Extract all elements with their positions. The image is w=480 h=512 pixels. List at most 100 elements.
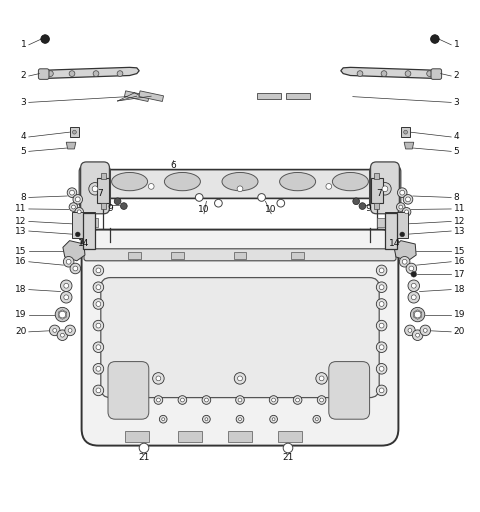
Text: 9: 9 [108,204,113,214]
Text: 8: 8 [21,193,26,202]
Circle shape [69,71,75,76]
Polygon shape [404,142,414,149]
Circle shape [66,260,71,264]
Bar [128,252,141,259]
Circle shape [408,291,420,303]
FancyBboxPatch shape [370,166,401,209]
Text: 8: 8 [454,193,459,202]
FancyBboxPatch shape [431,69,442,79]
Circle shape [416,333,420,337]
Bar [101,174,106,179]
Bar [124,91,149,101]
Circle shape [205,418,208,421]
FancyBboxPatch shape [81,162,109,214]
Bar [257,93,281,99]
Circle shape [64,283,69,288]
Circle shape [72,205,75,209]
Circle shape [406,263,417,274]
Circle shape [72,130,76,134]
Circle shape [93,385,104,396]
Circle shape [400,190,405,195]
Text: 6: 6 [170,161,176,170]
Circle shape [60,291,72,303]
Ellipse shape [112,173,148,191]
Circle shape [272,398,276,402]
FancyBboxPatch shape [329,361,370,419]
Polygon shape [394,241,416,261]
Circle shape [237,186,243,191]
Polygon shape [66,142,76,149]
Circle shape [195,194,203,201]
Circle shape [75,207,84,216]
Circle shape [234,373,246,384]
Circle shape [405,71,411,76]
Circle shape [357,71,363,76]
Circle shape [89,183,101,195]
Text: 11: 11 [454,204,465,214]
Circle shape [70,263,81,274]
Circle shape [68,329,72,332]
Circle shape [316,373,327,384]
Text: 9: 9 [366,204,372,214]
Text: 20: 20 [454,327,465,336]
Circle shape [376,342,387,352]
Circle shape [269,396,278,404]
Circle shape [376,321,387,331]
Bar [278,431,302,442]
Circle shape [75,197,80,202]
Circle shape [59,311,66,318]
Text: 16: 16 [454,257,465,266]
Circle shape [148,183,154,189]
Circle shape [41,35,49,44]
Circle shape [313,415,321,423]
Circle shape [96,367,101,371]
Circle shape [117,71,123,76]
Circle shape [96,285,101,290]
Circle shape [64,295,69,300]
Circle shape [238,376,242,381]
Text: 21: 21 [138,453,150,462]
Bar [291,252,304,259]
Text: 4: 4 [454,133,459,141]
Circle shape [60,280,72,291]
Text: 14: 14 [389,239,400,247]
Circle shape [202,396,211,404]
Bar [234,252,246,259]
Circle shape [63,257,74,267]
Circle shape [317,396,326,404]
Bar [97,178,109,203]
Bar [72,212,84,238]
Circle shape [319,376,324,381]
Circle shape [396,203,405,211]
Ellipse shape [164,173,201,191]
Circle shape [159,415,167,423]
Bar [70,127,79,137]
Text: 1: 1 [21,40,26,49]
Circle shape [258,194,265,201]
Circle shape [277,199,285,207]
Circle shape [411,271,417,277]
Polygon shape [341,68,441,78]
Circle shape [412,330,423,340]
Circle shape [402,207,411,216]
Circle shape [376,282,387,292]
Circle shape [96,302,101,306]
Circle shape [376,298,387,309]
Circle shape [154,396,163,404]
FancyBboxPatch shape [371,162,399,214]
Circle shape [315,418,318,421]
Circle shape [399,257,410,267]
Bar [125,431,149,442]
Bar [228,431,252,442]
Bar [101,203,106,209]
Circle shape [96,388,101,393]
Text: 18: 18 [454,285,465,294]
Circle shape [389,232,394,237]
Circle shape [405,325,415,336]
Text: 12: 12 [15,217,26,226]
Ellipse shape [279,173,316,191]
Circle shape [180,398,184,402]
Circle shape [423,329,427,332]
Text: 15: 15 [15,247,26,255]
Ellipse shape [222,173,258,191]
